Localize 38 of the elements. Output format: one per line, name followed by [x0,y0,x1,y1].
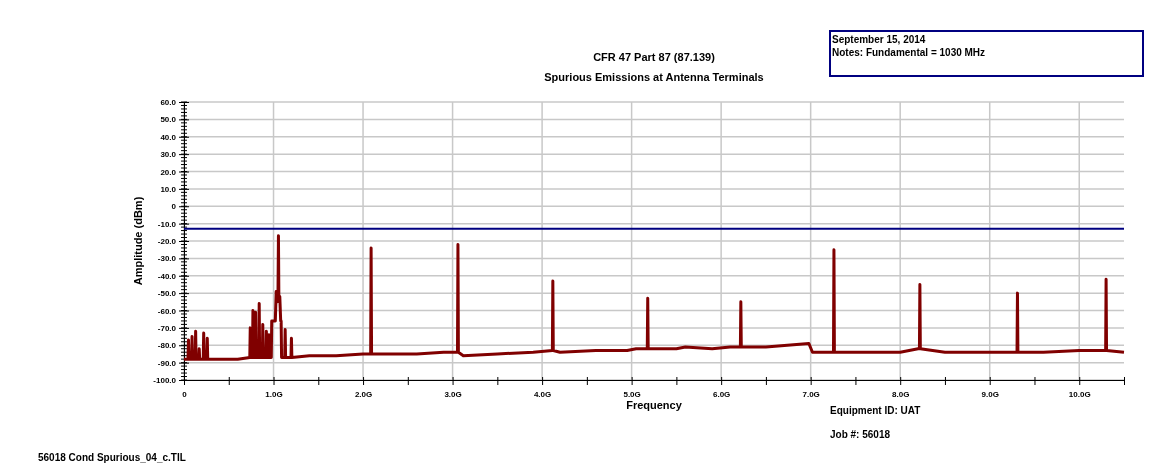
y-tick-label: -90.0 [157,358,177,368]
y-tick-label: -100.0 [153,376,177,386]
y-tick-label: -20.0 [157,237,177,247]
y-tick-label: 50.0 [160,115,177,125]
text: Job #: 56018 [830,429,891,440]
y-axis-title: Amplitude (dBm) [132,196,144,286]
x-tick-label: 0 [182,389,188,399]
x-tick-label: 1.0G [265,389,283,399]
y-tick-label: -60.0 [157,306,177,316]
x-tick-label: 10.0G [1068,389,1091,399]
y-tick-label: -10.0 [157,219,177,229]
text: 56018 Cond Spurious_04_c.TIL [38,452,186,463]
y-tick-label: -50.0 [157,289,177,299]
text: Equipment ID: UAT [830,405,921,416]
y-tick-label: -70.0 [157,323,177,333]
y-tick-label: 10.0 [160,184,177,194]
chart-subtitle: Spurious Emissions at Antenna Terminals [544,71,764,83]
x-tick-label: 8.0G [892,389,910,399]
y-tick-label: -30.0 [157,254,177,264]
y-tick-label: 40.0 [160,132,177,142]
x-tick-label: 6.0G [712,389,731,399]
y-tick-label: -40.0 [157,271,177,281]
y-tick-label: 60.0 [160,98,177,108]
line-series [182,234,1126,361]
y-tick-label: 30.0 [160,150,177,160]
x-tick-label: 4.0G [533,389,552,399]
x-tick-label: 7.0G [802,389,820,399]
x-tick-label: 9.0G [981,389,999,399]
y-tick-label: 0 [171,202,177,212]
x-tick-label: 5.0G [623,389,641,399]
text: Notes: Fundamental = 1030 MHz [832,47,986,58]
x-tick-label: 2.0G [354,389,373,399]
y-tick-label: -80.0 [157,341,177,351]
text: September 15, 2014 [832,34,926,45]
x-axis-title: Frequency [626,399,683,411]
y-tick-label: 20.0 [160,167,177,177]
x-tick-label: 3.0G [444,389,462,399]
chart-title: CFR 47 Part 87 (87.139) [593,51,716,63]
